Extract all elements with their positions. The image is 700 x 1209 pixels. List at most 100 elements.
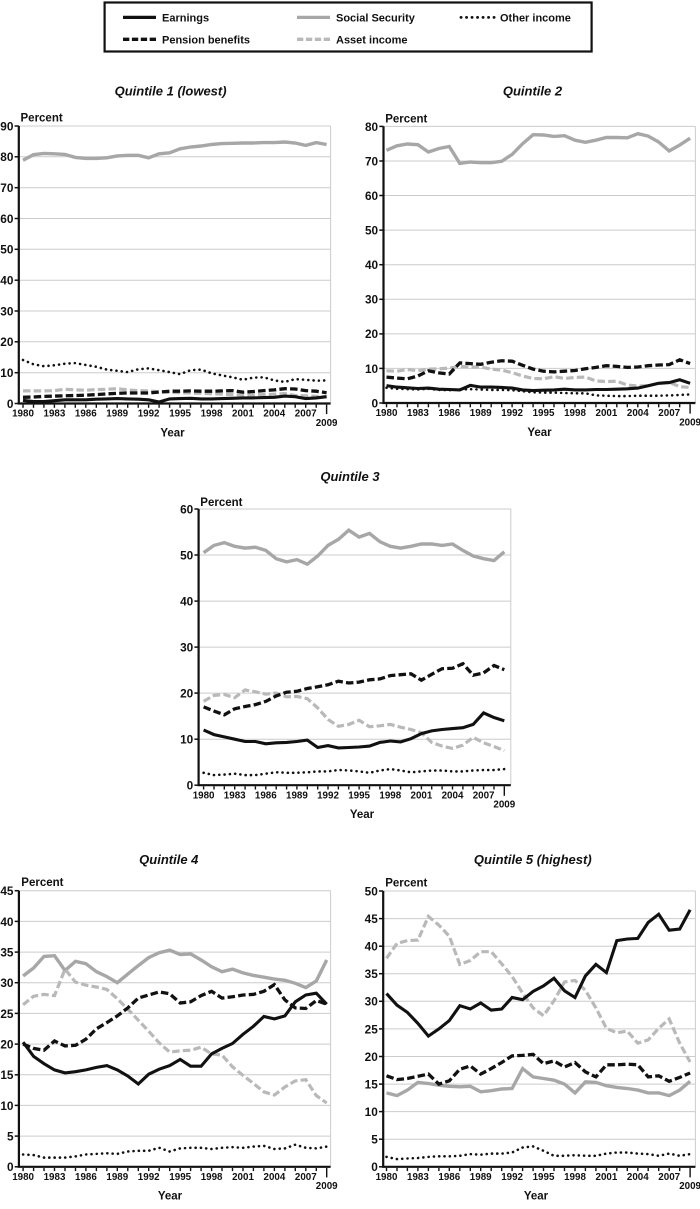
- svg-text:1989: 1989: [106, 409, 128, 420]
- svg-text:35: 35: [365, 967, 379, 981]
- svg-text:60: 60: [365, 189, 379, 203]
- svg-text:1998: 1998: [564, 408, 586, 419]
- svg-text:2004: 2004: [627, 1172, 649, 1183]
- svg-text:50: 50: [180, 548, 194, 562]
- svg-text:70: 70: [365, 154, 379, 168]
- svg-text:2001: 2001: [232, 1172, 254, 1183]
- svg-text:Earnings: Earnings: [162, 12, 209, 24]
- svg-text:15: 15: [0, 1068, 14, 1082]
- svg-text:Quintile 3: Quintile 3: [320, 469, 380, 484]
- svg-text:Quintile 1 (lowest): Quintile 1 (lowest): [115, 84, 227, 99]
- svg-text:5: 5: [371, 1133, 378, 1147]
- svg-text:1998: 1998: [564, 1172, 586, 1183]
- svg-text:90: 90: [0, 119, 14, 133]
- svg-text:1995: 1995: [348, 790, 370, 801]
- svg-text:2009: 2009: [493, 800, 515, 811]
- svg-text:20: 20: [0, 1038, 14, 1052]
- svg-text:2004: 2004: [627, 408, 649, 419]
- svg-text:Asset income: Asset income: [336, 34, 408, 46]
- svg-text:40: 40: [0, 274, 14, 288]
- svg-text:1986: 1986: [438, 408, 460, 419]
- svg-text:2007: 2007: [295, 409, 317, 420]
- svg-text:1989: 1989: [470, 408, 492, 419]
- svg-text:1995: 1995: [533, 408, 555, 419]
- svg-text:Pension benefits: Pension benefits: [162, 34, 250, 46]
- svg-text:45: 45: [0, 884, 14, 898]
- svg-text:15: 15: [365, 1078, 379, 1092]
- svg-text:30: 30: [0, 304, 14, 318]
- svg-text:1986: 1986: [75, 409, 97, 420]
- svg-text:20: 20: [180, 687, 194, 701]
- svg-text:1983: 1983: [224, 790, 246, 801]
- svg-text:1992: 1992: [138, 1172, 160, 1183]
- svg-text:Year: Year: [527, 427, 552, 439]
- svg-text:30: 30: [180, 641, 194, 655]
- svg-text:1980: 1980: [376, 408, 398, 419]
- svg-text:10: 10: [180, 733, 194, 747]
- svg-text:1989: 1989: [470, 1172, 492, 1183]
- svg-text:2001: 2001: [596, 408, 618, 419]
- svg-text:50: 50: [0, 243, 14, 257]
- svg-text:1998: 1998: [201, 409, 223, 420]
- svg-text:1983: 1983: [44, 1172, 66, 1183]
- svg-text:1995: 1995: [533, 1172, 555, 1183]
- svg-text:Other income: Other income: [500, 12, 571, 24]
- svg-text:40: 40: [365, 940, 379, 954]
- svg-text:0: 0: [372, 396, 379, 410]
- svg-text:30: 30: [365, 293, 379, 307]
- svg-text:2001: 2001: [596, 1172, 618, 1183]
- svg-text:1998: 1998: [201, 1172, 223, 1183]
- svg-text:1986: 1986: [75, 1172, 97, 1183]
- svg-text:Percent: Percent: [385, 113, 427, 125]
- svg-text:2009: 2009: [316, 418, 338, 429]
- svg-text:Social Security: Social Security: [336, 12, 416, 24]
- svg-text:50: 50: [365, 884, 379, 898]
- svg-text:25: 25: [365, 1022, 379, 1036]
- svg-text:Percent: Percent: [200, 497, 242, 509]
- svg-text:60: 60: [180, 502, 194, 516]
- svg-text:0: 0: [187, 779, 194, 793]
- svg-text:2007: 2007: [658, 1172, 680, 1183]
- svg-text:2009: 2009: [679, 1181, 700, 1192]
- svg-text:Year: Year: [158, 1191, 183, 1203]
- svg-text:30: 30: [0, 976, 14, 990]
- svg-text:10: 10: [0, 366, 14, 380]
- svg-text:1980: 1980: [12, 1172, 34, 1183]
- svg-text:2007: 2007: [473, 790, 495, 801]
- svg-text:2009: 2009: [679, 417, 700, 428]
- svg-text:1989: 1989: [286, 790, 308, 801]
- svg-text:1989: 1989: [106, 1172, 128, 1183]
- svg-text:1992: 1992: [317, 790, 339, 801]
- svg-text:Percent: Percent: [21, 877, 63, 889]
- svg-text:Percent: Percent: [385, 877, 427, 889]
- svg-text:10: 10: [365, 362, 379, 376]
- svg-text:2004: 2004: [264, 1172, 286, 1183]
- svg-text:50: 50: [365, 224, 379, 238]
- svg-text:35: 35: [0, 946, 14, 960]
- svg-text:2009: 2009: [316, 1181, 338, 1192]
- svg-text:1998: 1998: [379, 790, 401, 801]
- svg-text:40: 40: [365, 258, 379, 272]
- svg-text:10: 10: [365, 1105, 379, 1119]
- svg-text:0: 0: [371, 1160, 378, 1174]
- svg-text:1986: 1986: [255, 790, 277, 801]
- svg-text:2004: 2004: [442, 790, 464, 801]
- svg-text:1983: 1983: [407, 1172, 429, 1183]
- svg-text:1980: 1980: [376, 1172, 398, 1183]
- svg-text:2001: 2001: [232, 409, 254, 420]
- svg-text:Percent: Percent: [21, 113, 63, 125]
- svg-text:70: 70: [0, 181, 14, 195]
- svg-text:Year: Year: [350, 809, 375, 821]
- svg-text:2004: 2004: [263, 409, 285, 420]
- svg-text:1992: 1992: [501, 408, 523, 419]
- svg-text:20: 20: [365, 327, 379, 341]
- svg-text:40: 40: [180, 595, 194, 609]
- svg-text:25: 25: [0, 1007, 14, 1021]
- svg-text:Quintile 4: Quintile 4: [139, 852, 199, 867]
- svg-text:80: 80: [365, 120, 379, 134]
- svg-text:Quintile 5 (highest): Quintile 5 (highest): [474, 852, 592, 867]
- svg-text:1986: 1986: [438, 1172, 460, 1183]
- svg-text:0: 0: [7, 1160, 14, 1174]
- svg-text:2007: 2007: [295, 1172, 317, 1183]
- svg-text:20: 20: [0, 335, 14, 349]
